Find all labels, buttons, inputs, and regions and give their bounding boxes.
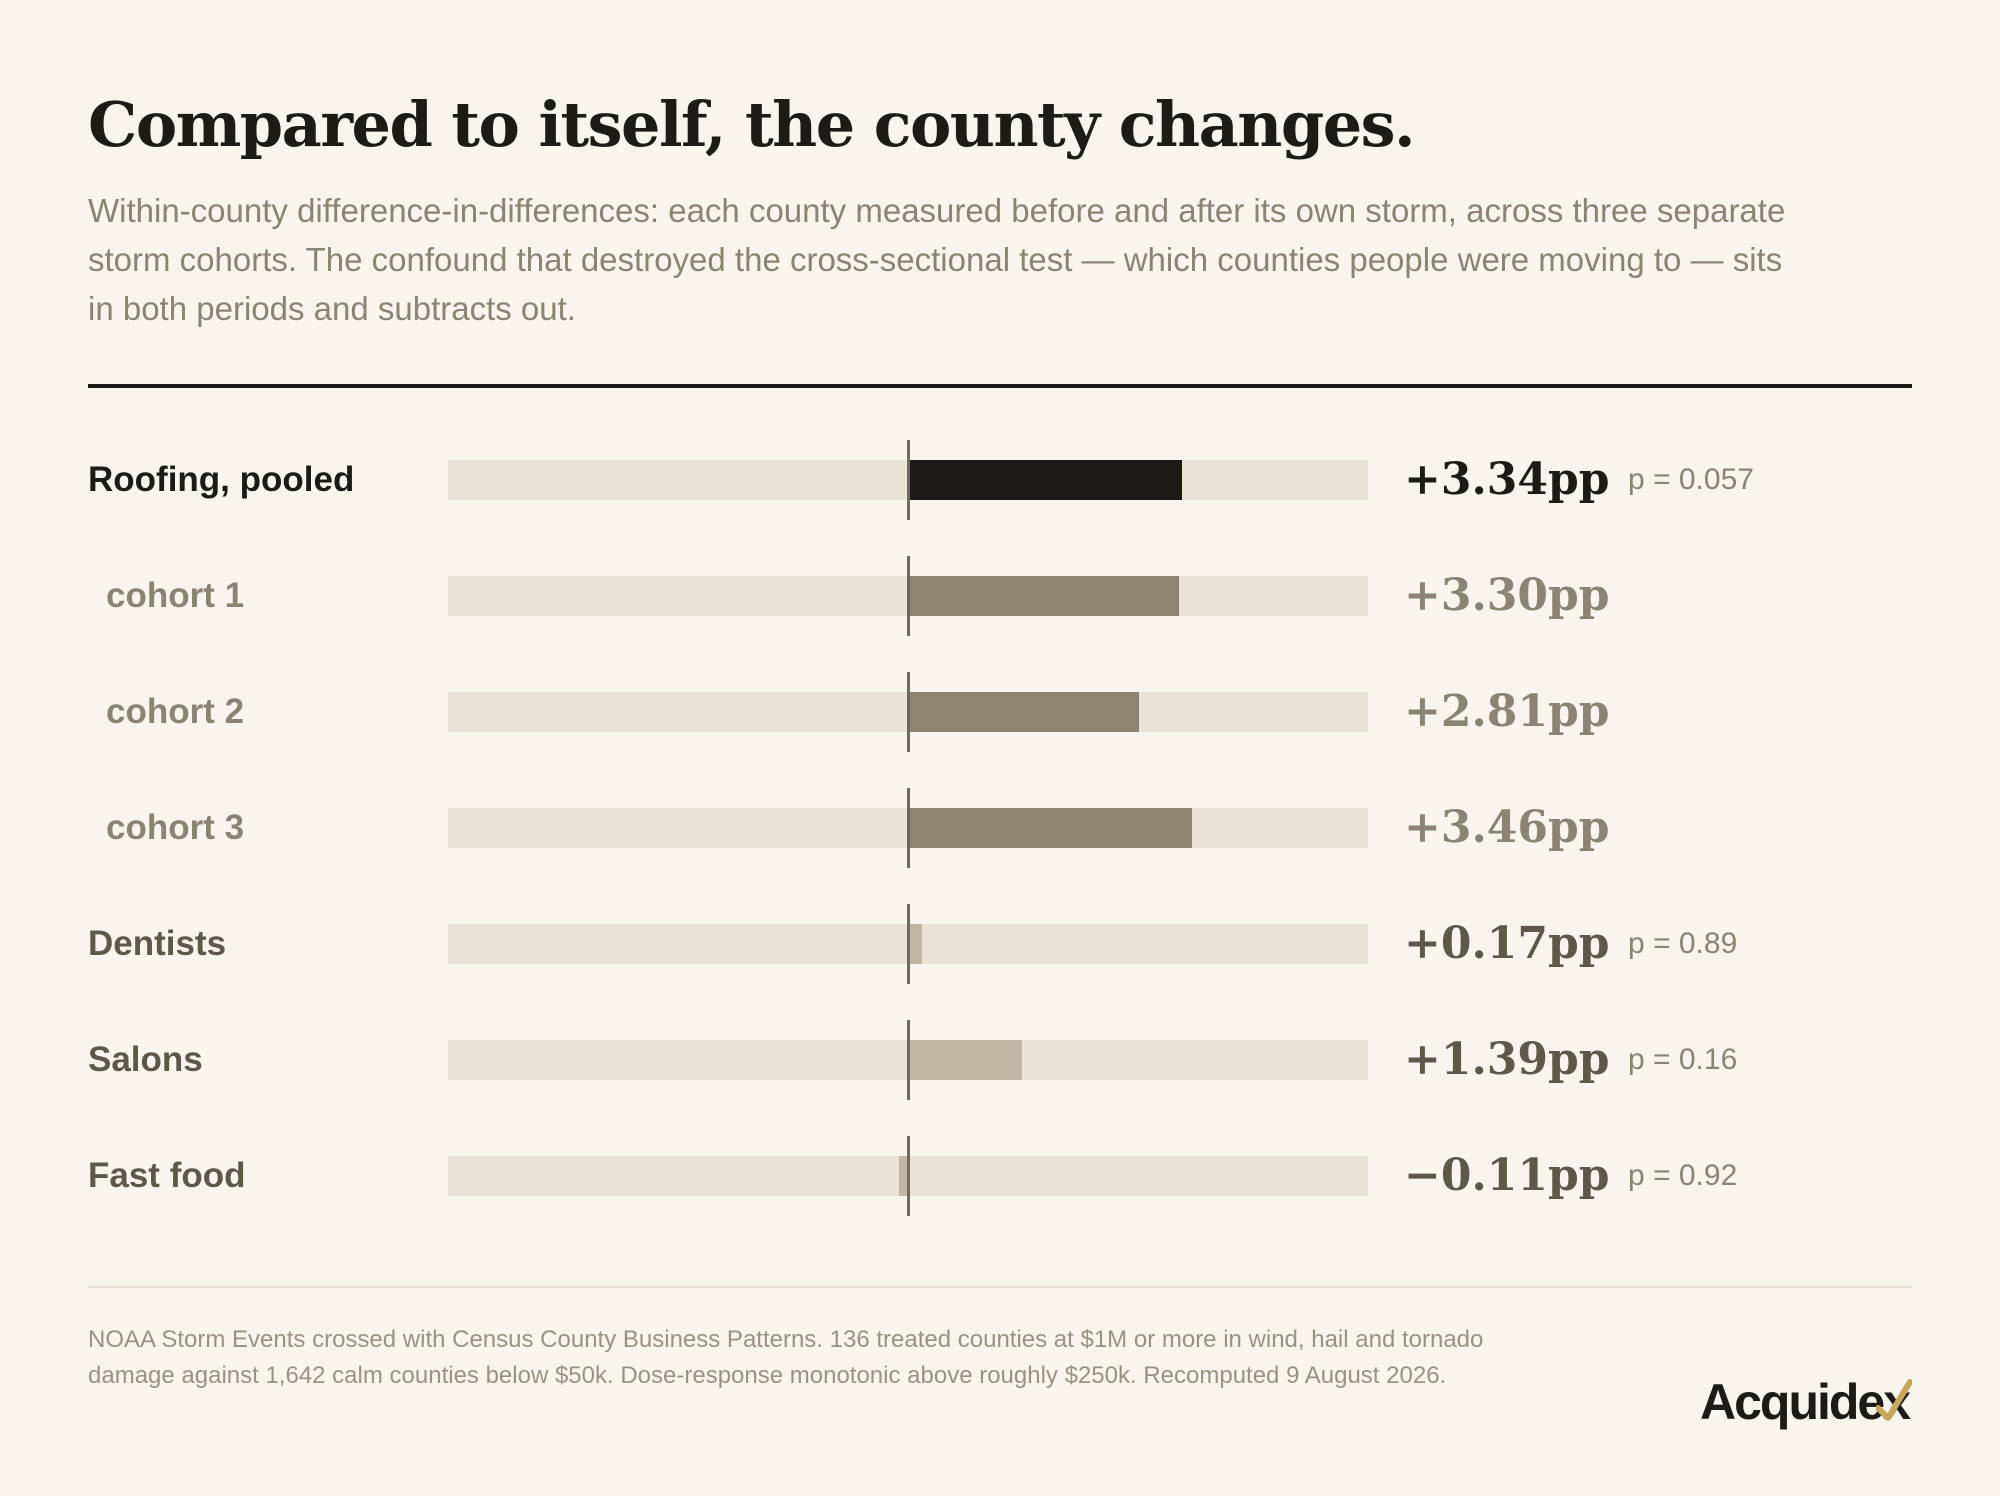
- value-label: +3.30pp: [1404, 570, 1610, 621]
- zero-line: [907, 788, 910, 868]
- bar-row: Roofing, pooled +3.34pp p = 0.057: [0, 440, 2000, 520]
- bar-row: cohort 2 +2.81pp: [0, 672, 2000, 752]
- bar-row: Fast food −0.11pp p = 0.92: [0, 1136, 2000, 1216]
- bar: [908, 692, 1139, 732]
- bottom-rule: [88, 1286, 1912, 1288]
- source-note: NOAA Storm Events crossed with Census Co…: [88, 1326, 1484, 1389]
- brand-name: Acquidex: [1700, 1374, 1911, 1430]
- bar-track: [448, 904, 1368, 984]
- value-label: +3.46pp: [1404, 802, 1610, 853]
- bar: [908, 460, 1183, 500]
- bar-row: cohort 3 +3.46pp: [0, 788, 2000, 868]
- bar-track: [448, 556, 1368, 636]
- zero-line: [907, 556, 910, 636]
- zero-line: [907, 1020, 910, 1100]
- category-label: Fast food: [88, 1156, 246, 1195]
- bar-row: Dentists +0.17pp p = 0.89: [0, 904, 2000, 984]
- value-label: +1.39pp: [1404, 1034, 1610, 1085]
- bar-track: [448, 672, 1368, 752]
- value-label: +3.34pp: [1404, 454, 1610, 505]
- value-label: +0.17pp: [1404, 918, 1610, 969]
- zero-line: [907, 904, 910, 984]
- zero-line: [907, 672, 910, 752]
- bar: [908, 924, 922, 964]
- category-label: Dentists: [88, 924, 227, 963]
- bar-track: [448, 1136, 1368, 1216]
- bar: [908, 808, 1193, 848]
- p-value-label: p = 0.92: [1628, 1159, 1738, 1192]
- value-label: −0.11pp: [1404, 1150, 1610, 1201]
- brand-logo: Acquidex: [1700, 1372, 1912, 1432]
- check-mark-icon: [1876, 1379, 1912, 1421]
- chart-subtitle: Within-county difference-in-differences:…: [88, 192, 1786, 327]
- category-label: Roofing, pooled: [88, 460, 355, 499]
- category-label: Salons: [88, 1040, 203, 1079]
- category-label: cohort 1: [106, 576, 245, 615]
- zero-line: [907, 440, 910, 520]
- top-rule: [88, 384, 1912, 388]
- p-value-label: p = 0.89: [1628, 927, 1738, 960]
- zero-line: [907, 1136, 910, 1216]
- bar-row: cohort 1 +3.30pp: [0, 556, 2000, 636]
- bar: [908, 1040, 1023, 1080]
- category-label: cohort 3: [106, 808, 245, 847]
- bar-track: [448, 440, 1368, 520]
- bar-track: [448, 1020, 1368, 1100]
- bar: [898, 1156, 908, 1196]
- bar: [908, 576, 1180, 616]
- p-value-label: p = 0.16: [1628, 1043, 1738, 1076]
- bar-track: [448, 788, 1368, 868]
- p-value-label: p = 0.057: [1628, 463, 1754, 496]
- category-label: cohort 2: [106, 692, 245, 731]
- bar-row: Salons +1.39pp p = 0.16: [0, 1020, 2000, 1100]
- chart-title: Compared to itself, the county changes.: [88, 88, 1416, 161]
- value-label: +2.81pp: [1404, 686, 1610, 737]
